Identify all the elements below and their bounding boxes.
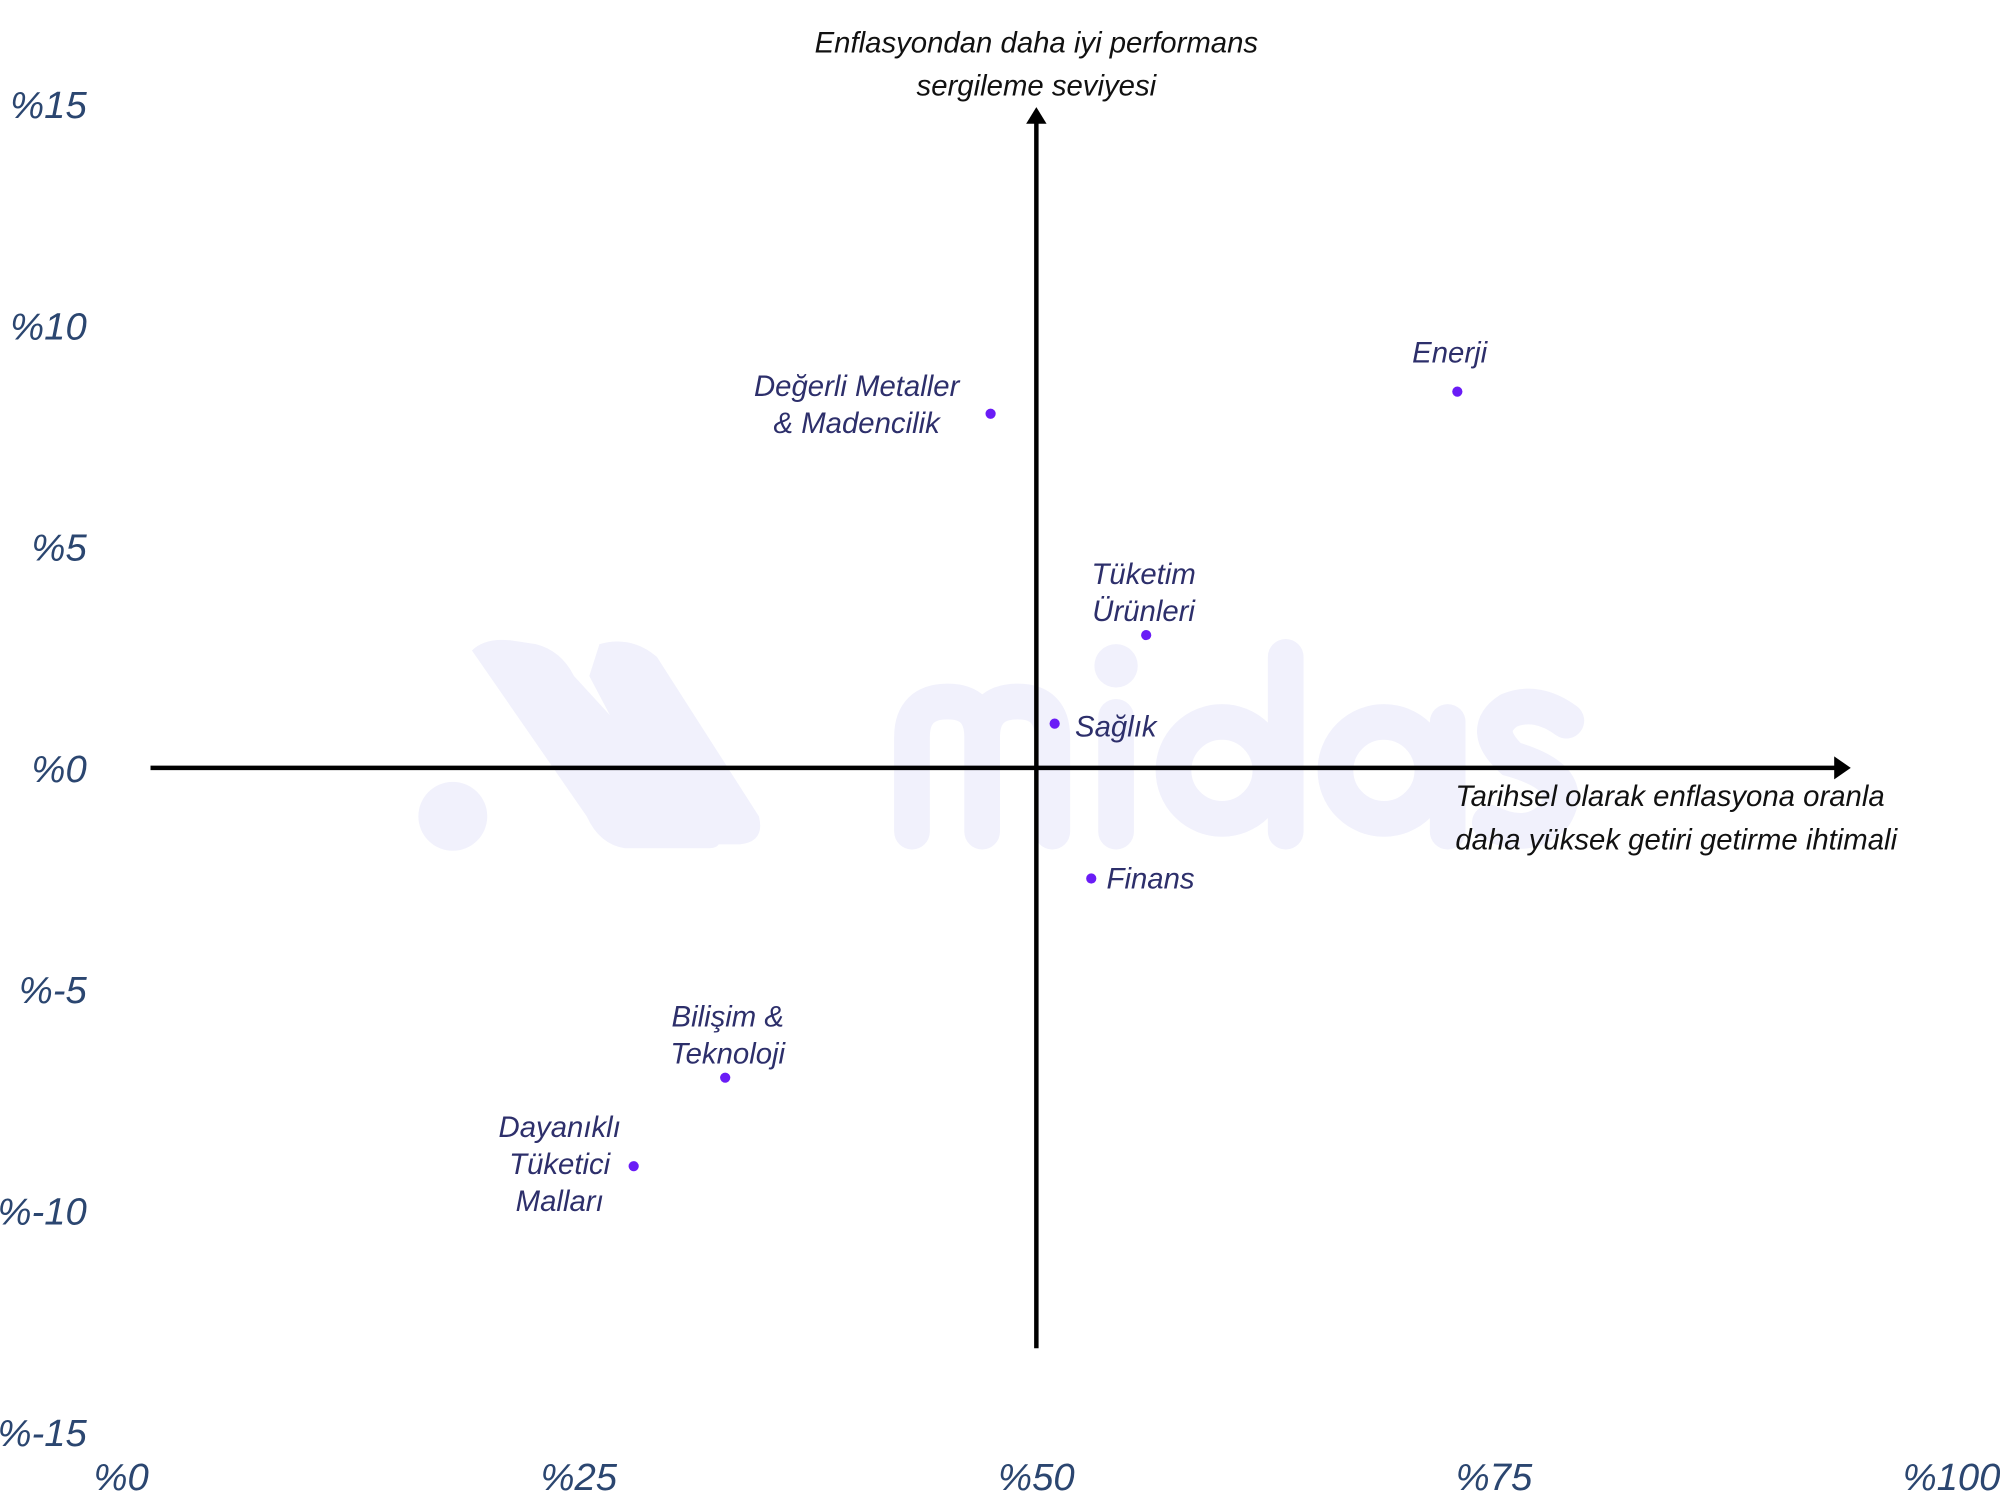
- data-point-group: Dayanıklı Tüketici Malları: [499, 1111, 639, 1218]
- x-tick-label: %25: [540, 1456, 617, 1499]
- data-point-group: Bilişim & Teknoloji: [670, 1001, 787, 1083]
- point-label: Dayanıklı: [499, 1111, 621, 1144]
- axis-titles: Enflasyondan daha iyi performans sergilem…: [815, 26, 1899, 856]
- y-tick-label: %-10: [0, 1190, 87, 1233]
- x-tick-label: %100: [1903, 1456, 2000, 1499]
- data-point: [628, 1161, 639, 1172]
- point-label: Finans: [1107, 863, 1195, 896]
- data-point: [1452, 386, 1463, 397]
- x-axis-title: daha yüksek getiri getirme ihtimali: [1455, 823, 1898, 856]
- point-label: Sağlık: [1075, 710, 1158, 743]
- point-label: Tüketici: [509, 1148, 612, 1181]
- data-point-group: Enerji: [1412, 336, 1489, 397]
- data-point-group: Sağlık: [1049, 710, 1158, 743]
- tick-labels: %0 %25 %50 %75 %100 %15 %10 %5 %0 %-5 %-10 %-15: [0, 84, 2000, 1499]
- y-tick-label: %10: [10, 305, 87, 348]
- data-point: [1141, 629, 1152, 641]
- watermark-logo-icon: [471, 639, 761, 849]
- point-label: Tüketim: [1091, 558, 1195, 591]
- x-tick-label: %0: [94, 1456, 149, 1499]
- x-axis-arrow-icon: [1834, 756, 1851, 780]
- data-point: [1049, 718, 1060, 729]
- point-label: Enerji: [1412, 336, 1488, 369]
- data-point: [985, 408, 996, 419]
- axes: [150, 107, 1851, 1349]
- y-tick-label: %-15: [0, 1412, 87, 1455]
- point-label: Ürünleri: [1092, 595, 1196, 628]
- x-tick-label: %50: [998, 1456, 1075, 1499]
- data-point-group: Finans: [1086, 863, 1195, 896]
- data-point-group: Değerli Metaller & Madencilik: [754, 370, 996, 440]
- point-label: & Madencilik: [774, 407, 942, 440]
- y-axis-arrow-icon: [1026, 107, 1047, 124]
- y-axis-title: Enflasyondan daha iyi performans: [815, 26, 1259, 59]
- watermark-letter-a-bowl: [1317, 704, 1451, 837]
- point-label: Malları: [516, 1185, 604, 1218]
- watermark-dot-icon: [418, 781, 488, 851]
- y-tick-label: %15: [10, 84, 87, 127]
- data-points: Enerji Değerli Metaller & Madencilik Tüketi…: [499, 336, 1489, 1218]
- y-tick-label: %-5: [19, 969, 88, 1012]
- watermark-letter-s: [1471, 688, 1585, 849]
- data-point: [720, 1072, 731, 1083]
- watermark: [418, 639, 1585, 851]
- point-label: Teknoloji: [670, 1038, 786, 1071]
- y-tick-label: %5: [31, 527, 87, 570]
- y-tick-label: %0: [31, 748, 86, 791]
- watermark-letter-i-dot: [1094, 644, 1138, 688]
- watermark-letter-d-bowl: [1155, 704, 1289, 837]
- x-tick-label: %75: [1456, 1456, 1533, 1499]
- x-axis-title: Tarihsel olarak enflasyona oranla: [1455, 780, 1884, 813]
- data-point-group: Tüketim Ürünleri: [1091, 558, 1196, 641]
- watermark-wordmark-icon: [894, 639, 1585, 850]
- point-label: Bilişim &: [672, 1001, 784, 1034]
- data-point: [1086, 873, 1097, 884]
- y-axis-title: sergileme seviyesi: [917, 70, 1158, 103]
- point-label: Değerli Metaller: [754, 370, 961, 403]
